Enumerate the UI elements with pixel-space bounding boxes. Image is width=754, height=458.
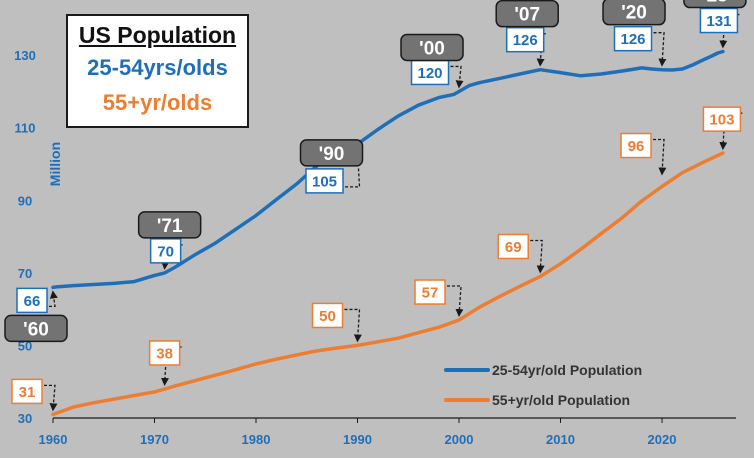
year-label: '07 (514, 5, 540, 26)
series-line-25-54 (51, 49, 725, 290)
title-box: US Population 25-54yrs/olds 55+yr/olds (66, 14, 249, 128)
value-label: 69 (505, 239, 522, 256)
annotation-arrow (536, 33, 546, 67)
year-label: '71 (157, 216, 183, 237)
value-label: 105 (312, 173, 337, 190)
annotation-orange-103: 103 (702, 106, 743, 151)
year-box (602, 0, 666, 26)
value-label: 31 (19, 384, 36, 401)
annotation-blue-66: 66 '60 (4, 287, 68, 343)
y-axis-label: Million (47, 142, 63, 186)
value-box (620, 132, 652, 159)
annotation-arrow (653, 138, 667, 176)
value-label: 50 (319, 308, 336, 325)
year-label: '00 (419, 38, 445, 59)
value-label: 66 (24, 293, 41, 310)
value-box (613, 25, 653, 52)
value-box (702, 106, 742, 132)
year-box (495, 0, 559, 28)
annotation-blue-131: 131 '25 (683, 0, 747, 49)
y-tick-label: 90 (18, 193, 32, 208)
annotation-blue-120: 120'00 (400, 33, 464, 89)
y-tick-label: 130 (14, 48, 36, 63)
annotation-orange-57: 57 (414, 279, 464, 318)
year-box (4, 314, 68, 343)
value-box (16, 287, 48, 314)
y-tick-label: 110 (15, 121, 36, 136)
value-box (699, 7, 739, 34)
x-tick-label: 1990 (343, 432, 372, 447)
legend-label-2: 55+yr/old Population (492, 392, 630, 408)
value-box (305, 168, 344, 194)
year-box (137, 211, 202, 239)
x-tick-label: 2010 (546, 432, 575, 447)
annotation-orange-31: 31 (11, 378, 58, 412)
annotation-blue-126: 126'20 (602, 0, 667, 67)
x-tick-label: 1960 (39, 432, 68, 447)
annotation-arrow (719, 13, 740, 49)
x-tick-label: 1970 (140, 432, 169, 447)
annotation-arrow (530, 239, 545, 274)
value-box (311, 302, 344, 329)
year-label: '25 (702, 0, 728, 7)
x-tick-label: 2020 (648, 432, 677, 447)
year-box (400, 33, 464, 62)
value-box (414, 279, 446, 305)
title-line-25-54: 25-54yrs/olds (87, 55, 228, 80)
annotation-arrow (44, 384, 58, 412)
value-label: 126 (621, 31, 646, 48)
y-tick-label: 50 (18, 338, 32, 353)
annotation-arrow (344, 308, 362, 343)
value-box (505, 26, 545, 53)
value-label: 96 (628, 138, 645, 155)
value-label: 38 (156, 345, 173, 362)
x-tick-label: 1980 (242, 432, 271, 447)
series-line-55-plus (51, 151, 725, 417)
annotation-arrow (49, 290, 58, 308)
value-box (148, 340, 181, 366)
year-box (683, 0, 747, 9)
title-line-55-plus: 55+yr/olds (102, 90, 213, 115)
y-tick-label: 30 (18, 411, 32, 426)
annotation-orange-69: 69 (497, 233, 545, 274)
x-tick-label: 2000 (445, 432, 474, 447)
annotation-blue-126: 126'07 (495, 0, 559, 67)
value-box (149, 238, 182, 264)
y-tick-label: 70 (18, 266, 32, 281)
annotation-blue-70: 70'71 (137, 211, 202, 270)
annotation-arrow (450, 65, 464, 89)
chart-title: US Population (78, 22, 237, 48)
value-box (497, 233, 529, 260)
value-label: 126 (513, 32, 538, 49)
value-label: 103 (709, 112, 734, 129)
value-label: 57 (422, 285, 439, 302)
annotation-orange-96: 96 (620, 132, 667, 176)
year-label: '60 (23, 319, 49, 340)
value-box (11, 378, 43, 405)
value-label: 70 (157, 243, 174, 260)
value-label: 131 (706, 13, 731, 30)
year-label: '90 (319, 144, 345, 165)
annotation-orange-38: 38 (148, 340, 182, 386)
legend-label-1: 25-54yr/old Population (492, 362, 642, 378)
year-label: '20 (621, 3, 647, 24)
annotation-blue-105: 105'90 (299, 139, 364, 194)
value-label: 120 (417, 65, 442, 82)
year-box (299, 139, 364, 167)
annotation-orange-50: 50 (311, 302, 362, 343)
annotation-arrow (653, 32, 667, 67)
